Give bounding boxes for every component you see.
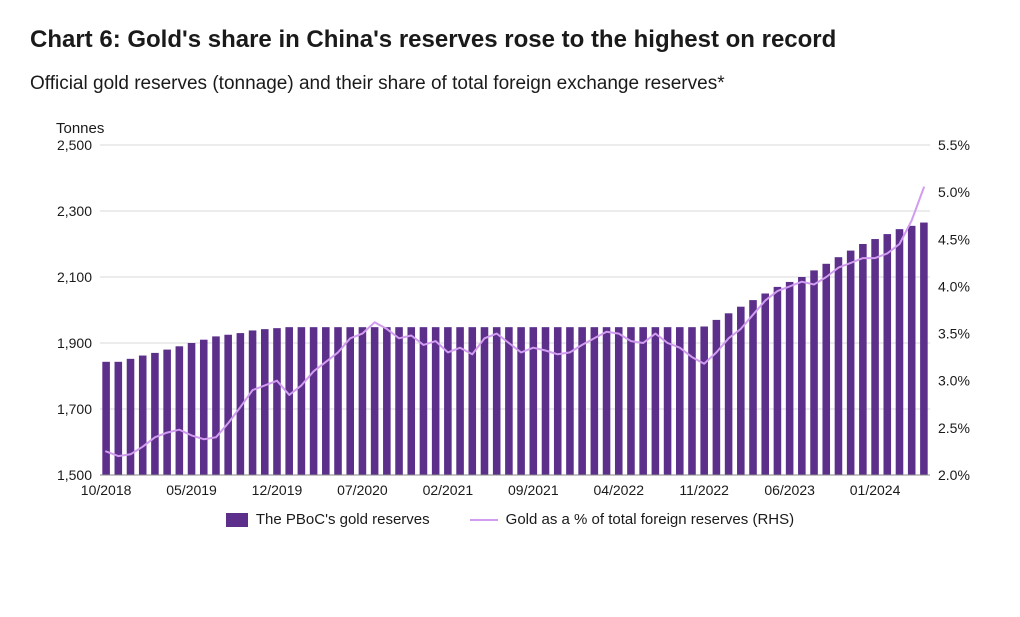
bar: [481, 327, 489, 475]
bar: [346, 327, 354, 475]
bar: [395, 327, 403, 475]
bar: [700, 327, 708, 476]
bar: [591, 327, 599, 475]
legend-swatch-line: [470, 519, 498, 521]
x-tick-label: 09/2021: [508, 482, 559, 498]
bar: [615, 327, 623, 475]
bar: [859, 244, 867, 475]
bar: [761, 294, 769, 476]
bar: [908, 226, 916, 475]
x-tick-label: 04/2022: [593, 482, 644, 498]
bar: [407, 327, 415, 475]
bar: [139, 356, 147, 475]
bar: [273, 328, 281, 475]
legend-bar-label: The PBoC's gold reserves: [256, 511, 430, 528]
bar: [871, 239, 879, 475]
bar: [371, 327, 379, 475]
bar: [383, 327, 391, 475]
y-left-tick-label: 1,900: [57, 335, 92, 351]
legend-item-line: Gold as a % of total foreign reserves (R…: [470, 511, 794, 528]
x-tick-label: 10/2018: [81, 482, 132, 498]
bar: [285, 327, 293, 475]
bar: [359, 327, 367, 475]
y-right-tick-label: 4.5%: [938, 231, 970, 247]
bar: [664, 327, 672, 475]
bar: [102, 362, 110, 475]
bar: [688, 327, 696, 475]
bar: [554, 327, 562, 475]
legend-line-label: Gold as a % of total foreign reserves (R…: [506, 511, 794, 528]
bar: [774, 287, 782, 475]
chart-svg: Tonnes 1,500 1,700 1,900 2,100 2,300 2,500 2.0%…: [30, 115, 990, 505]
bar: [749, 300, 757, 475]
bar: [566, 327, 574, 475]
x-tick-label: 02/2021: [423, 482, 474, 498]
bar: [151, 353, 159, 475]
chart-container: Tonnes 1,500 1,700 1,900 2,100 2,300 2,500 2.0%…: [30, 115, 990, 545]
bar: [298, 327, 306, 475]
legend: The PBoC's gold reserves Gold as a % of …: [30, 511, 990, 528]
x-tick-label: 07/2020: [337, 482, 388, 498]
y-left-title: Tonnes: [56, 120, 104, 137]
bar: [249, 331, 257, 476]
bar: [920, 223, 928, 475]
bar: [822, 264, 830, 475]
legend-swatch-bar: [226, 513, 248, 527]
y-left-tick-label: 2,100: [57, 269, 92, 285]
y-right-tick-label: 5.5%: [938, 137, 970, 153]
x-tick-label: 01/2024: [850, 482, 901, 498]
y-right-tick-label: 3.0%: [938, 373, 970, 389]
y-left-tick-label: 1,700: [57, 401, 92, 417]
legend-item-bars: The PBoC's gold reserves: [226, 511, 430, 528]
bar: [127, 359, 135, 475]
bar: [188, 343, 196, 475]
bar: [432, 327, 440, 475]
bar: [420, 327, 428, 475]
bar: [224, 335, 232, 475]
bar: [505, 327, 513, 475]
bar: [847, 251, 855, 475]
x-tick-label: 05/2019: [166, 482, 217, 498]
bar: [810, 271, 818, 476]
bar: [176, 346, 184, 475]
bar: [261, 329, 269, 475]
chart-title: Chart 6: Gold's share in China's reserve…: [30, 24, 990, 55]
y-right-tick-label: 3.5%: [938, 326, 970, 342]
bar: [713, 320, 721, 475]
bar: [163, 350, 171, 475]
bar: [322, 327, 330, 475]
y-right-tick-label: 5.0%: [938, 184, 970, 200]
bar: [798, 277, 806, 475]
bar: [115, 362, 123, 475]
y-right-tick-label: 2.0%: [938, 467, 970, 483]
bar: [652, 327, 660, 475]
x-tick-label: 11/2022: [679, 482, 729, 498]
bar: [493, 327, 501, 475]
bar: [627, 327, 635, 475]
bar: [639, 327, 647, 475]
x-tick-label: 12/2019: [252, 482, 303, 498]
y-right-tick-label: 4.0%: [938, 279, 970, 295]
bar: [310, 327, 318, 475]
bar: [883, 234, 891, 475]
bar: [212, 337, 220, 476]
bar: [835, 257, 843, 475]
chart-page: Chart 6: Gold's share in China's reserve…: [0, 0, 1020, 617]
bar: [786, 282, 794, 475]
y-left-tick-label: 2,500: [57, 137, 92, 153]
y-left-tick-label: 1,500: [57, 467, 92, 483]
bar: [896, 229, 904, 475]
chart-subtitle: Official gold reserves (tonnage) and the…: [30, 73, 990, 95]
x-tick-label: 06/2023: [764, 482, 815, 498]
y-left-tick-label: 2,300: [57, 203, 92, 219]
bar: [200, 340, 208, 475]
y-right-tick-label: 2.5%: [938, 420, 970, 436]
bar: [603, 327, 611, 475]
bar: [578, 327, 586, 475]
